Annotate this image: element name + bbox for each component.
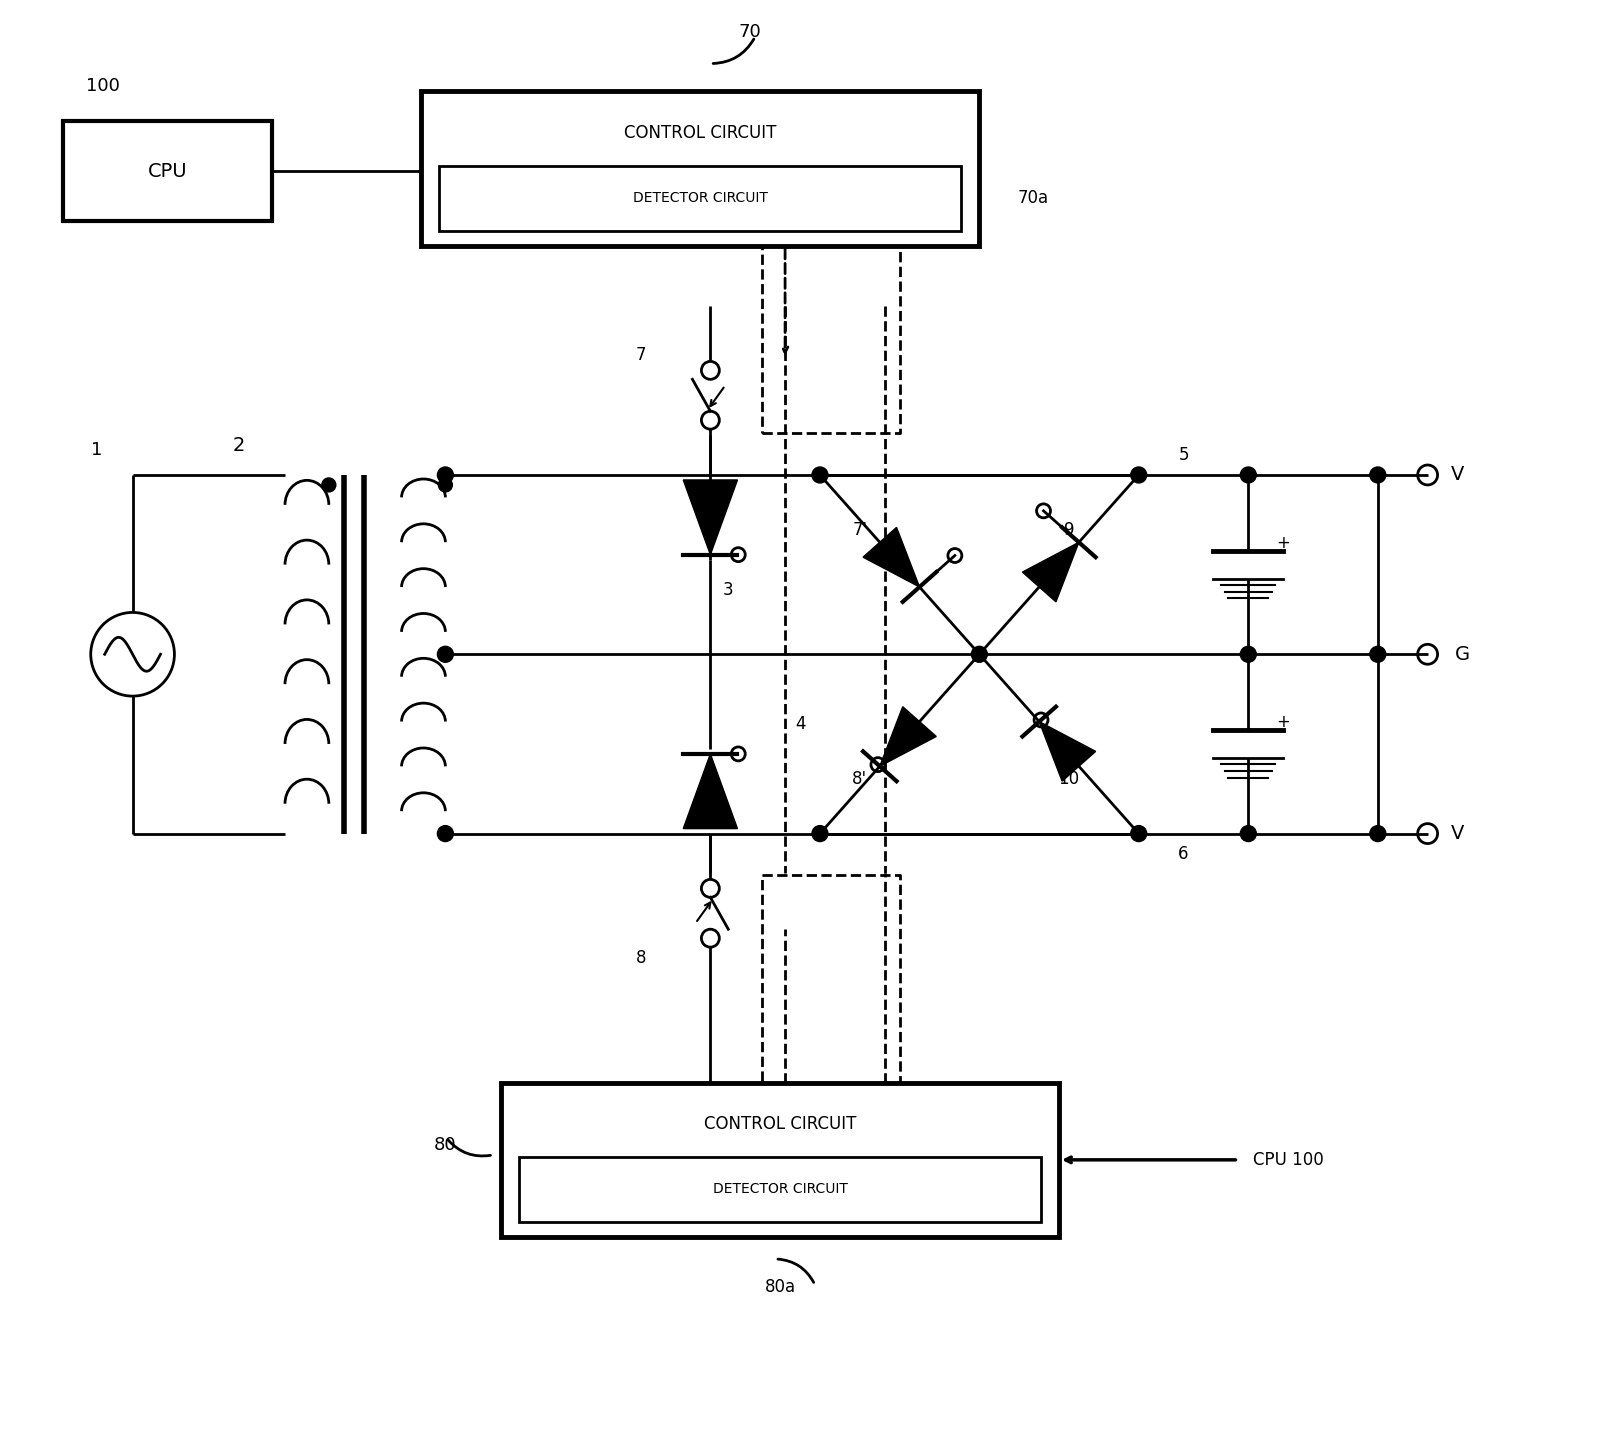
Text: 3: 3: [723, 580, 734, 599]
Text: G: G: [1454, 644, 1470, 664]
Text: 1: 1: [92, 441, 103, 459]
Text: 70a: 70a: [1017, 189, 1049, 206]
Text: 2: 2: [232, 436, 245, 455]
Circle shape: [1240, 467, 1256, 483]
Text: 80a: 80a: [765, 1278, 796, 1296]
Bar: [421, 92, 980, 246]
Text: 5: 5: [1178, 446, 1190, 464]
Text: 8: 8: [636, 949, 646, 967]
Text: 4: 4: [794, 715, 805, 733]
Circle shape: [437, 826, 454, 842]
Circle shape: [812, 826, 828, 842]
Text: +: +: [1277, 712, 1290, 731]
Polygon shape: [683, 753, 738, 829]
Circle shape: [1131, 826, 1146, 842]
Bar: [520, 1157, 1041, 1223]
Text: DETECTOR CIRCUIT: DETECTOR CIRCUIT: [633, 190, 768, 205]
Text: 6: 6: [1178, 845, 1190, 862]
Polygon shape: [863, 528, 920, 587]
Circle shape: [1370, 467, 1386, 483]
Circle shape: [1370, 647, 1386, 662]
Text: 7': 7': [852, 521, 867, 539]
Text: CPU 100: CPU 100: [1252, 1150, 1323, 1169]
Text: CONTROL CIRCUIT: CONTROL CIRCUIT: [625, 124, 776, 142]
Text: 8': 8': [852, 769, 867, 788]
Text: CPU: CPU: [147, 161, 187, 180]
Bar: [439, 166, 962, 231]
Text: DETECTOR CIRCUIT: DETECTOR CIRCUIT: [713, 1182, 847, 1197]
Text: 10: 10: [1059, 769, 1080, 788]
Text: 80: 80: [434, 1136, 457, 1154]
Circle shape: [321, 478, 336, 491]
Bar: [502, 1083, 1059, 1237]
Text: 7: 7: [636, 346, 646, 365]
Circle shape: [1131, 467, 1146, 483]
Polygon shape: [880, 707, 936, 766]
Bar: [63, 121, 273, 221]
Circle shape: [812, 467, 828, 483]
Circle shape: [439, 478, 452, 491]
Circle shape: [1240, 647, 1256, 662]
Circle shape: [437, 467, 454, 483]
Text: V: V: [1451, 465, 1464, 484]
Text: 70: 70: [739, 23, 762, 41]
Polygon shape: [683, 480, 738, 554]
Circle shape: [1370, 826, 1386, 842]
Polygon shape: [1039, 721, 1096, 781]
Polygon shape: [1022, 542, 1078, 602]
Circle shape: [1240, 826, 1256, 842]
Text: +: +: [1277, 534, 1290, 551]
Circle shape: [437, 647, 454, 662]
Text: CONTROL CIRCUIT: CONTROL CIRCUIT: [704, 1115, 857, 1134]
Text: 100: 100: [86, 77, 119, 96]
Text: V: V: [1451, 824, 1464, 843]
Text: 9: 9: [1064, 521, 1075, 539]
Circle shape: [439, 647, 452, 662]
Circle shape: [972, 647, 988, 662]
